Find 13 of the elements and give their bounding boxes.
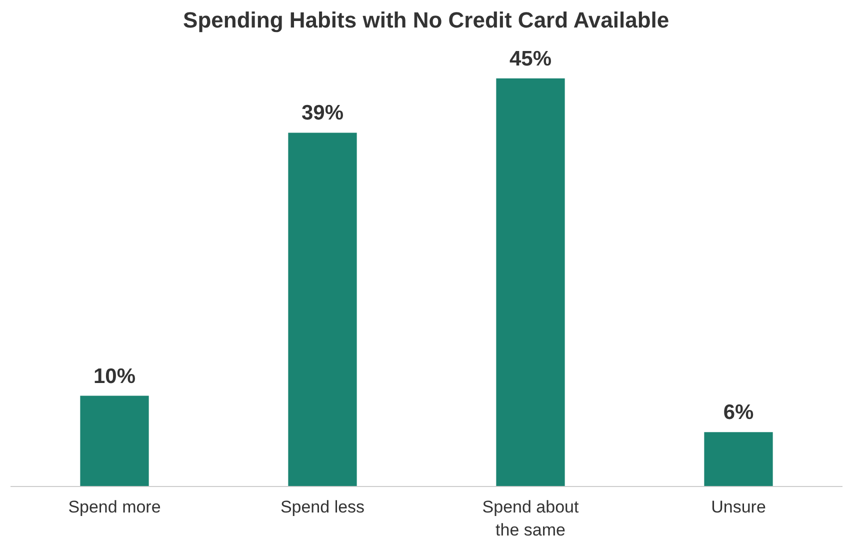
bar: [704, 432, 773, 486]
chart-title: Spending Habits with No Credit Card Available: [183, 8, 670, 32]
data-label: 45%: [509, 47, 552, 70]
x-tick-label: Spend more: [68, 498, 161, 516]
data-label: 6%: [723, 401, 754, 424]
data-label: 39%: [301, 102, 344, 125]
x-tick-label: Spend less: [280, 498, 365, 516]
data-label: 10%: [93, 364, 136, 388]
x-tick-label: Unsure: [711, 498, 766, 516]
x-tick-label: Spend about the same: [482, 498, 579, 540]
bar: [288, 132, 357, 486]
bar: [80, 396, 149, 486]
bar: [496, 78, 565, 486]
